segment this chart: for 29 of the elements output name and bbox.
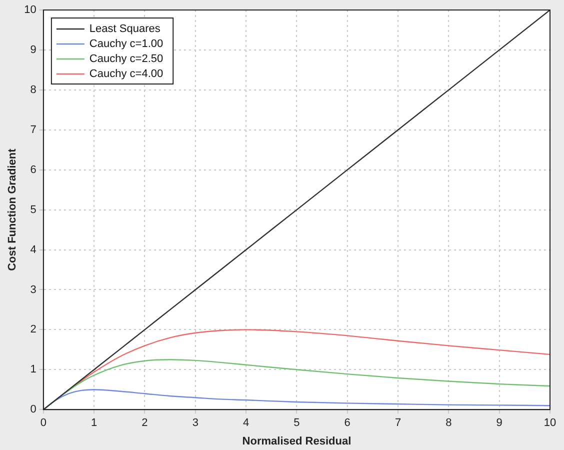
legend-label: Cauchy c=2.50 bbox=[89, 53, 164, 66]
y-tick-label: 8 bbox=[30, 84, 36, 96]
y-tick-label: 6 bbox=[30, 164, 36, 176]
legend-label: Cauchy c=1.00 bbox=[89, 38, 164, 50]
y-tick-label: 1 bbox=[30, 364, 36, 376]
x-tick-label: 2 bbox=[142, 417, 148, 430]
y-tick-label: 7 bbox=[30, 124, 36, 136]
y-tick-label: 10 bbox=[24, 4, 36, 16]
x-tick-label: 7 bbox=[394, 417, 402, 430]
y-tick-label: 0 bbox=[30, 404, 36, 416]
y-tick-label: 9 bbox=[30, 44, 36, 56]
y-tick-label: 2 bbox=[30, 324, 36, 336]
x-tick-label: 4 bbox=[243, 417, 250, 430]
legend-label: Least Squares bbox=[89, 23, 161, 36]
y-tick-label: 4 bbox=[30, 244, 36, 256]
x-tick-label: 8 bbox=[446, 417, 452, 430]
x-tick-label: 6 bbox=[344, 417, 350, 430]
y-tick-label: 5 bbox=[30, 204, 36, 216]
y-tick-label: 3 bbox=[30, 284, 36, 296]
x-tick-label: 5 bbox=[294, 417, 300, 430]
line-series bbox=[43, 10, 550, 410]
x-tick-label: 1 bbox=[91, 417, 98, 430]
x-tick-label: 9 bbox=[496, 417, 502, 430]
x-axis-title: Normalised Residual bbox=[242, 435, 352, 448]
x-tick-label: 0 bbox=[40, 417, 46, 430]
x-tick-label: 10 bbox=[544, 417, 556, 430]
y-axis-title: Cost Function Gradient bbox=[6, 148, 19, 271]
legend-label: Cauchy c=4.00 bbox=[89, 68, 164, 80]
x-tick-label: 3 bbox=[192, 417, 198, 430]
